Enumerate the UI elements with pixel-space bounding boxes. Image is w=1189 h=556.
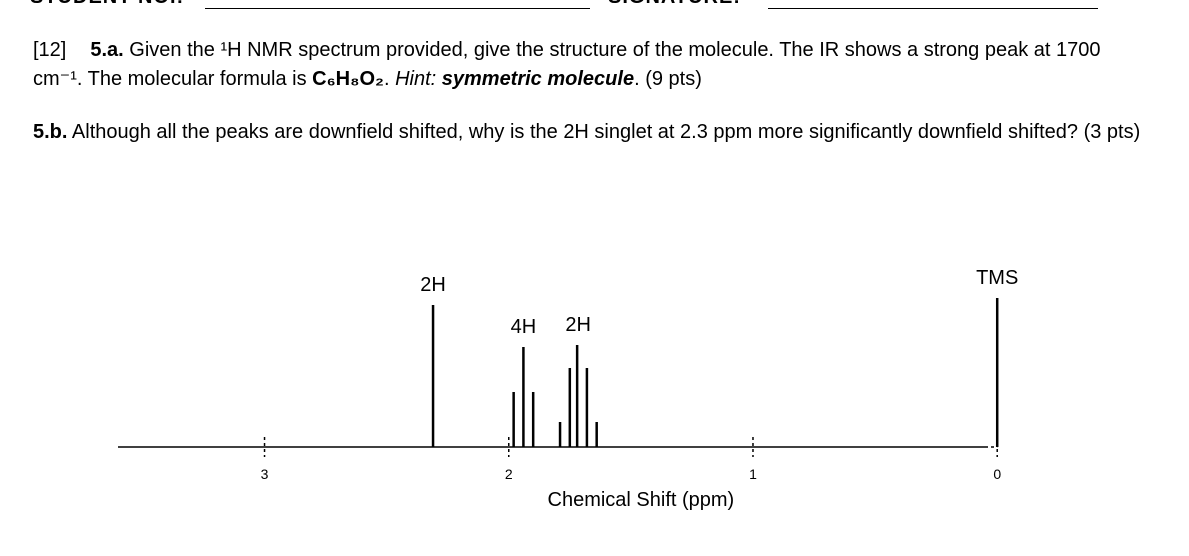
formula: C₆H₈O₂: [312, 68, 384, 90]
question-text: .: [383, 68, 396, 90]
question-number: 5.a.: [90, 39, 124, 61]
underline: [205, 8, 590, 9]
peak-label: 2H: [565, 314, 591, 336]
x-tick-label: 3: [261, 466, 269, 482]
question-text: Given the ¹H NMR spectrum provided, give…: [33, 39, 1101, 90]
underline: [768, 8, 1098, 9]
x-tick-label: 1: [749, 466, 757, 482]
question-number: 5.b.: [33, 121, 68, 143]
peak-label: TMS: [976, 267, 1018, 289]
points: [12]: [33, 39, 67, 61]
student-no-label: STUDENT NO.:: [30, 0, 184, 9]
x-tick-label: 2: [505, 466, 513, 482]
question-5b: 5.b. Although all the peaks are downfiel…: [33, 118, 1143, 147]
hint-label: Hint:: [395, 68, 442, 90]
x-tick-label: 0: [993, 466, 1001, 482]
question-text: . (9 pts): [634, 68, 702, 90]
question-text: Although all the peaks are downfield shi…: [67, 121, 1141, 143]
x-axis-label: Chemical Shift (ppm): [548, 489, 735, 511]
signature-label: SIGNATURE:: [608, 0, 741, 9]
peak-label: 4H: [511, 316, 537, 338]
peak-label: 2H: [420, 274, 446, 296]
question-5a: [12] 5.a. Given the ¹H NMR spectrum provi…: [33, 36, 1143, 94]
hint-text: symmetric molecule: [441, 68, 635, 90]
